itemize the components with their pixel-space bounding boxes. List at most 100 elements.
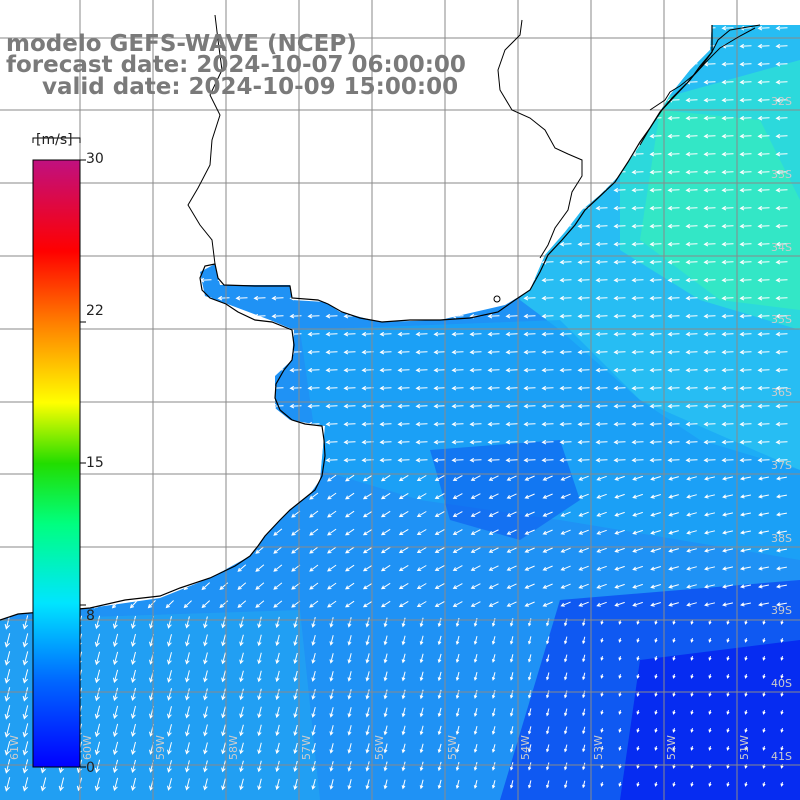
wind-arrow (559, 457, 572, 463)
wind-arrow (437, 779, 442, 790)
wind-arrow (632, 601, 643, 607)
wind-arrow (505, 439, 518, 445)
wind-arrow (219, 582, 229, 590)
wind-arrow (650, 548, 661, 553)
brazil-border (497, 19, 583, 259)
wind-arrow (703, 331, 716, 337)
wind-arrow (613, 421, 626, 427)
wind-arrow (311, 706, 316, 718)
wind-arrow (293, 634, 298, 646)
wind-arrow (257, 760, 262, 773)
colorbar-tick-label: 30 (86, 151, 104, 167)
lat-label: 34S (771, 241, 792, 254)
wind-arrow (721, 349, 734, 355)
wind-arrow (596, 601, 607, 607)
wind-arrow (577, 367, 590, 373)
wind-arrow (327, 582, 337, 590)
wind-arrow (506, 583, 517, 589)
wind-arrow (487, 403, 500, 409)
wind-arrow (325, 439, 338, 445)
wind-arrow (523, 421, 536, 427)
wind-arrow (542, 601, 553, 607)
wind-arrow (595, 205, 608, 211)
wind-arrow (685, 97, 698, 103)
wind-arrow (309, 492, 319, 500)
wind-arrow (649, 385, 662, 391)
wind-arrow (546, 672, 550, 681)
wind-arrow (703, 187, 716, 193)
wind-arrow (455, 743, 460, 754)
wind-arrow (167, 634, 172, 647)
wind-arrow (614, 601, 625, 607)
wind-arrow (744, 655, 748, 661)
wind-arrow (578, 511, 589, 517)
lagoon-inner (649, 27, 756, 111)
wind-arrow (347, 671, 352, 682)
wind-arrow (632, 529, 643, 535)
wind-arrow (546, 726, 550, 735)
wind-arrow (739, 331, 752, 337)
wind-arrow (559, 421, 572, 427)
wind-arrow (398, 474, 409, 482)
wind-arrow (523, 457, 536, 463)
wind-arrow (327, 564, 337, 572)
wind-arrow (185, 670, 190, 683)
wind-arrow (703, 403, 716, 409)
wind-arrow (433, 421, 446, 427)
wind-arrow (347, 779, 352, 790)
wind-arrow (704, 512, 716, 517)
wind-arrow (437, 635, 442, 646)
wind-arrow (275, 706, 280, 719)
wind-arrow (708, 727, 712, 733)
wind-arrow (600, 655, 604, 661)
wind-arrow (505, 367, 518, 373)
wind-arrow (401, 671, 406, 682)
wind-arrow (505, 313, 518, 319)
wind-arrow (289, 385, 302, 391)
wind-arrow (257, 634, 262, 647)
wind-arrow (704, 602, 716, 607)
wind-arrow (757, 205, 770, 211)
wind-arrow (505, 349, 518, 355)
wind-arrow (739, 241, 752, 247)
wind-arrow (487, 367, 500, 373)
wind-arrow (577, 313, 590, 319)
wind-arrow (690, 673, 694, 679)
wind-arrow (487, 349, 500, 355)
wind-arrow (455, 671, 460, 682)
wind-arrow (654, 619, 658, 625)
wind-arrow (434, 493, 445, 499)
wind-arrow (726, 655, 730, 661)
wind-arrow (112, 705, 119, 720)
wind-arrow (257, 670, 262, 683)
wind-arrow (703, 79, 716, 85)
wind-arrow (488, 511, 499, 517)
wind-arrow (649, 331, 662, 337)
wind-arrow (578, 547, 589, 553)
wind-arrow (703, 457, 716, 463)
colorbar-tick-label: 15 (86, 455, 104, 471)
wind-arrow (398, 528, 409, 536)
wind-arrow (470, 547, 481, 553)
wind-arrow (667, 115, 680, 121)
wind-arrow (273, 564, 283, 572)
wind-arrow (546, 744, 550, 753)
wind-arrow (365, 761, 370, 772)
lat-label: 37S (771, 459, 792, 472)
wind-arrow (185, 724, 190, 737)
wind-arrow (345, 528, 355, 536)
wind-arrow (690, 727, 694, 733)
wind-arrow (762, 691, 766, 697)
wind-arrow (722, 566, 734, 571)
wind-arrow (505, 385, 518, 391)
wind-arrow (721, 421, 734, 427)
wind-arrow (327, 510, 337, 518)
lat-label: 40S (771, 677, 792, 690)
wind-arrow (4, 651, 11, 666)
lat-label: 39S (771, 604, 792, 617)
wind-arrow (577, 241, 590, 247)
wind-arrow (703, 439, 716, 445)
wind-arrow (559, 241, 572, 247)
wind-arrow (631, 367, 644, 373)
